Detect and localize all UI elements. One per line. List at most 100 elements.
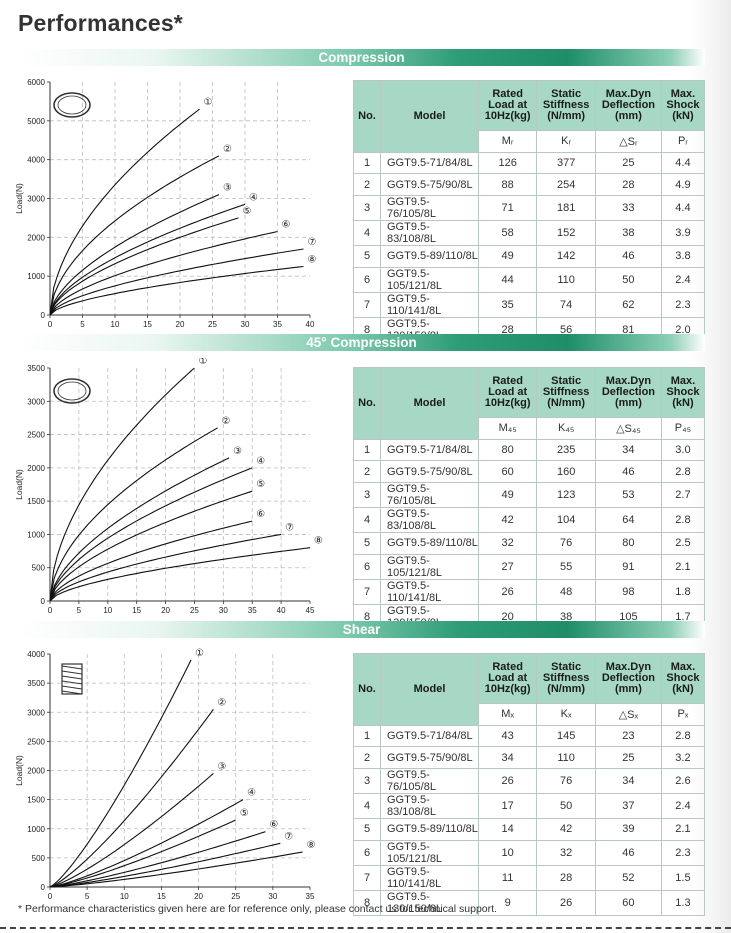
series-line: [49, 490, 253, 602]
section-title: Compression: [318, 50, 405, 65]
y-tick-label: 2000: [27, 233, 45, 242]
y-tick-label: 0: [41, 883, 46, 892]
chart-compression: 0 5 10 15 20 25 30 35 40 0 1000 2000 3000 4000 5000 600…: [0, 72, 330, 327]
series-line: [49, 467, 253, 602]
table-cell: 126: [477, 151, 538, 175]
series-label: ⑦: [285, 522, 294, 533]
series-line: [49, 194, 220, 316]
y-axis-label: Load(N): [14, 183, 24, 214]
table-cell: 2.8: [660, 460, 706, 484]
table-cell: 9: [477, 889, 538, 916]
table-cell: 110: [536, 746, 596, 770]
table-cell: 71: [477, 195, 538, 222]
table-cell: GGT9.5-89/110/8L: [380, 245, 479, 268]
table-cell: GGT9.5-105/121/8L: [380, 266, 479, 293]
table-cell: GGT9.5-89/110/8L: [380, 818, 479, 841]
table-cell: 2: [353, 173, 381, 197]
header-model: Model: [380, 80, 479, 153]
table-cell: 6: [353, 553, 381, 580]
symbol-cell: △Sᵣ: [595, 130, 662, 153]
table-cell: GGT9.5-83/108/8L: [380, 793, 479, 820]
table-cell: GGT9.5-75/90/8L: [380, 173, 479, 197]
table-cell: 2.1: [660, 818, 706, 841]
table-cell: 2.8: [660, 724, 706, 748]
section-band-compression: Compression: [18, 49, 705, 66]
section-band-45-compression: 45° Compression: [18, 334, 705, 351]
table-cell: 23: [595, 724, 662, 748]
coil-line: [61, 680, 83, 685]
table-cell: 6: [353, 839, 381, 866]
table-cell: 1.5: [660, 864, 706, 891]
table-cell: 38: [595, 220, 662, 247]
y-tick-label: 3000: [27, 708, 45, 717]
table-cell: 142: [536, 245, 596, 268]
ring-outer: [53, 378, 91, 404]
table-cell: 3: [353, 768, 381, 795]
y-tick-label: 2000: [27, 464, 45, 473]
table-cell: 1: [353, 724, 381, 748]
table-cell: 42: [536, 818, 596, 841]
y-tick-label: 4000: [27, 650, 45, 659]
x-tick-label: 25: [208, 320, 217, 327]
table-row: 5 GGT9.5-89/110/8L 32 76 80 2.5: [353, 532, 706, 555]
header-model: Model: [380, 653, 479, 726]
table-cell: 2.7: [660, 482, 706, 509]
table-cell: 25: [595, 151, 662, 175]
section-title: Shear: [342, 622, 381, 637]
table-row: 4 GGT9.5-83/108/8L 58 152 38 3.9: [353, 220, 706, 247]
header-c4: Max. Shock (kN): [660, 80, 706, 131]
table-cell: 2: [353, 746, 381, 770]
series-label: ⑦: [284, 831, 293, 842]
table-cell: GGT9.5-110/141/8L: [380, 864, 479, 891]
table-cell: 2.6: [660, 768, 706, 795]
x-tick-label: 40: [277, 606, 286, 613]
series-label: ⑤: [256, 479, 265, 490]
table-row: 6 GGT9.5-105/121/8L 10 32 46 2.3: [353, 839, 706, 866]
coil-line: [61, 675, 83, 680]
table-row: 2 GGT9.5-75/90/8L 88 254 28 4.9: [353, 173, 706, 197]
header-c2: Static Stiffness (N/mm): [536, 367, 596, 418]
table-row: 5 GGT9.5-89/110/8L 49 142 46 3.8: [353, 245, 706, 268]
series-label: ⑤: [243, 206, 252, 217]
table-row: 1 GGT9.5-71/84/8L 80 235 34 3.0: [353, 438, 706, 462]
table-cell: 32: [536, 839, 596, 866]
series-line: [49, 533, 282, 602]
table-cell: 58: [477, 220, 538, 247]
table-cell: 1.3: [660, 889, 706, 916]
table-cell: GGT9.5-105/121/8L: [380, 839, 479, 866]
symbol-cell: P₄₅: [660, 417, 706, 440]
series-label: ⑥: [256, 509, 265, 520]
table-cell: 3: [353, 482, 381, 509]
table-compression: No. Model Rated Load at 10Hz(kg) Static Sti…: [353, 80, 706, 343]
y-tick-label: 0: [41, 597, 46, 606]
ring-outer: [53, 92, 91, 118]
x-tick-label: 30: [241, 320, 250, 327]
table-row: 4 GGT9.5-83/108/8L 42 104 64 2.8: [353, 507, 706, 534]
series-label: ⑥: [282, 220, 291, 231]
table-cell: 34: [477, 746, 538, 770]
y-tick-label: 1500: [27, 497, 45, 506]
chart-shear: 0 5 10 15 20 25 30 35 0 500 1000 1500 2000 2500 3000 35…: [0, 644, 330, 899]
table-cell: 26: [536, 889, 596, 916]
table-cell: 254: [536, 173, 596, 197]
y-tick-label: 5000: [27, 117, 45, 126]
x-tick-label: 25: [190, 606, 199, 613]
coil-line: [61, 685, 83, 690]
table-cell: 80: [477, 438, 538, 462]
series-line: [49, 547, 311, 602]
x-tick-label: 10: [111, 320, 120, 327]
table-cell: 76: [536, 532, 596, 555]
y-tick-label: 6000: [27, 78, 45, 87]
x-tick-label: 5: [85, 892, 90, 899]
symbol-row: Mᵣ Kᵣ △Sᵣ Pᵣ: [354, 130, 706, 153]
symbol-cell: △S₄₅: [595, 417, 662, 440]
series-line: [49, 265, 304, 316]
table-row: 1 GGT9.5-71/84/8L 43 145 23 2.8: [353, 724, 706, 748]
table-cell: 5: [353, 532, 381, 555]
series-line: [49, 230, 278, 316]
x-tick-label: 5: [77, 606, 82, 613]
table-cell: 3.2: [660, 746, 706, 770]
table-cell: 48: [536, 578, 596, 605]
table-cell: 2.1: [660, 553, 706, 580]
table-cell: 26: [477, 768, 538, 795]
